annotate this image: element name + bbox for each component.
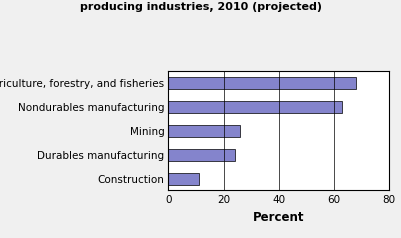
Bar	[168, 149, 235, 161]
Bar	[168, 77, 356, 89]
Bar	[168, 173, 199, 185]
Bar	[168, 125, 240, 137]
Bar	[168, 101, 342, 113]
Title: Consumer-related employment as share of total, goods-
producing industries, 2010: Consumer-related employment as share of …	[25, 0, 376, 11]
X-axis label: Percent: Percent	[253, 211, 304, 224]
